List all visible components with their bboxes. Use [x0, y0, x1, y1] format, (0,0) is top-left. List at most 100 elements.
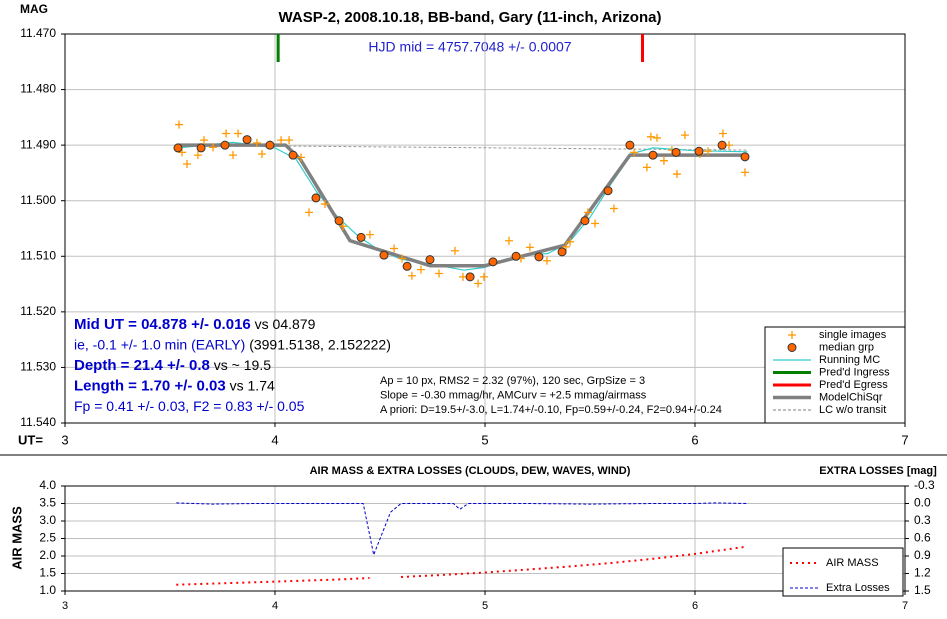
chart-title: AIR MASS & EXTRA LOSSES (CLOUDS, DEW, WA… [310, 465, 631, 477]
legend-symbol [788, 331, 796, 339]
median-marker [288, 150, 298, 160]
single-image-marker [277, 136, 286, 145]
parameter-note: A priori: D=19.5+/-3.0, L=1.74+/-0.10, F… [380, 404, 722, 416]
x-tick-label: 4 [271, 432, 278, 447]
single-image-marker [183, 160, 192, 169]
model-line [178, 143, 748, 268]
legend-label: median grp [819, 341, 874, 353]
series-line [176, 545, 748, 586]
y2-tick-label: 0.6 [914, 531, 931, 545]
single-image-marker [718, 129, 727, 138]
y-tick-label: 2.0 [39, 548, 56, 562]
single-image-marker [652, 133, 661, 142]
single-image-marker [704, 147, 713, 156]
y-tick-label: 1.0 [39, 583, 56, 597]
fit-result-part: Mid UT = 04.878 +/- 0.016 [74, 316, 251, 333]
single-image-marker [209, 143, 218, 152]
single-image-marker [252, 138, 261, 147]
parameter-note: Ap = 10 px, RMS2 = 2.32 (97%), 120 sec, … [380, 375, 645, 387]
legend-label: ModelChiSqr [819, 391, 883, 403]
median-marker [671, 147, 681, 157]
single-image-marker [525, 243, 534, 252]
single-image-marker [320, 200, 329, 209]
single-image-marker [200, 136, 209, 145]
legend-symbol [787, 343, 797, 352]
x-tick-label: 5 [482, 600, 488, 612]
median-marker [173, 143, 183, 153]
y-axis-label: AIR MASS [9, 506, 24, 570]
y2-tick-label: 0.3 [914, 513, 931, 527]
median-marker [220, 140, 230, 150]
single-image-marker [297, 153, 306, 162]
fit-result: ie, -0.1 +/- 1.0 min (EARLY) (3991.5138,… [74, 336, 391, 352]
y-tick-label: 11.480 [20, 82, 56, 96]
x-tick-label: 5 [481, 432, 488, 447]
y2-axis-label: EXTRA LOSSES [mag] [819, 465, 937, 477]
y2-tick-label: 0.0 [914, 496, 931, 510]
single-image-marker [407, 271, 416, 280]
median-marker [242, 135, 252, 145]
single-image-marker [740, 168, 749, 177]
x-tick-label: 7 [901, 432, 908, 447]
fit-result-part: vs 1.74 [226, 377, 275, 393]
legend-label: single images [819, 329, 887, 341]
x-tick-label: 6 [691, 432, 698, 447]
single-image-marker [365, 230, 374, 239]
single-image-marker [646, 132, 655, 141]
single-image-marker [591, 219, 600, 228]
fit-result: Mid UT = 04.878 +/- 0.016 vs 04.879 [74, 316, 316, 333]
y-tick-label: 11.470 [20, 26, 56, 40]
y-tick-label: 3.5 [39, 496, 56, 510]
legend-box [764, 326, 906, 424]
single-image-marker [305, 208, 314, 217]
single-image-marker [642, 163, 651, 172]
median-marker [511, 251, 521, 261]
median-marker [694, 146, 704, 156]
y-tick-label: 2.5 [39, 531, 56, 545]
fit-result: Length = 1.70 +/- 0.03 vs 1.74 [74, 377, 275, 394]
single-image-marker [175, 120, 184, 129]
single-image-marker [339, 222, 348, 231]
single-image-marker [566, 237, 575, 246]
single-image-marker [285, 136, 294, 145]
single-image-marker [257, 150, 266, 159]
y-axis-label: MAG [20, 2, 48, 16]
single-image-marker [630, 148, 639, 157]
median-marker [379, 250, 389, 260]
fit-result: Depth = 21.4 +/- 0.8 vs ~ 19.5 [74, 357, 271, 374]
plot-frame [64, 33, 906, 424]
single-image-marker [234, 129, 243, 138]
y-tick-label: 3.0 [39, 513, 56, 527]
legend-label: AIR MASS [826, 557, 879, 569]
fit-result-part: Length = 1.70 +/- 0.03 [74, 377, 226, 394]
single-image-marker [542, 256, 551, 265]
y2-tick-label: 1.2 [914, 566, 931, 580]
fit-result-part: Fp = 0.41 +/- 0.03, F2 = 0.83 +/- 0.05 [74, 398, 305, 414]
single-image-marker [390, 244, 399, 253]
median-marker [648, 150, 658, 160]
legend-label: Pred'd Ingress [819, 366, 890, 378]
median-marker [196, 143, 206, 153]
fit-result-part: ie, -0.1 +/- 1.0 min (EARLY) [74, 336, 245, 352]
single-image-marker [479, 272, 488, 281]
y2-tick-label: -0.3 [914, 478, 935, 492]
median-marker [465, 272, 475, 282]
series-line [176, 502, 748, 557]
single-image-marker [398, 254, 407, 263]
median-marker [603, 186, 613, 196]
y2-tick-label: 0.9 [914, 548, 931, 562]
x-tick-label: 3 [62, 600, 68, 612]
legend-label: Running MC [819, 354, 880, 366]
median-marker [311, 193, 321, 203]
single-image-marker [450, 246, 459, 255]
median-marker [740, 152, 750, 162]
single-image-marker [504, 236, 513, 245]
fit-result: Fp = 0.41 +/- 0.03, F2 = 0.83 +/- 0.05 [74, 398, 305, 414]
median-marker [580, 216, 590, 226]
plot-frame [64, 485, 906, 592]
median-marker [488, 257, 498, 267]
single-image-marker [474, 279, 483, 288]
fit-result-part: Depth = 21.4 +/- 0.8 [74, 357, 210, 374]
